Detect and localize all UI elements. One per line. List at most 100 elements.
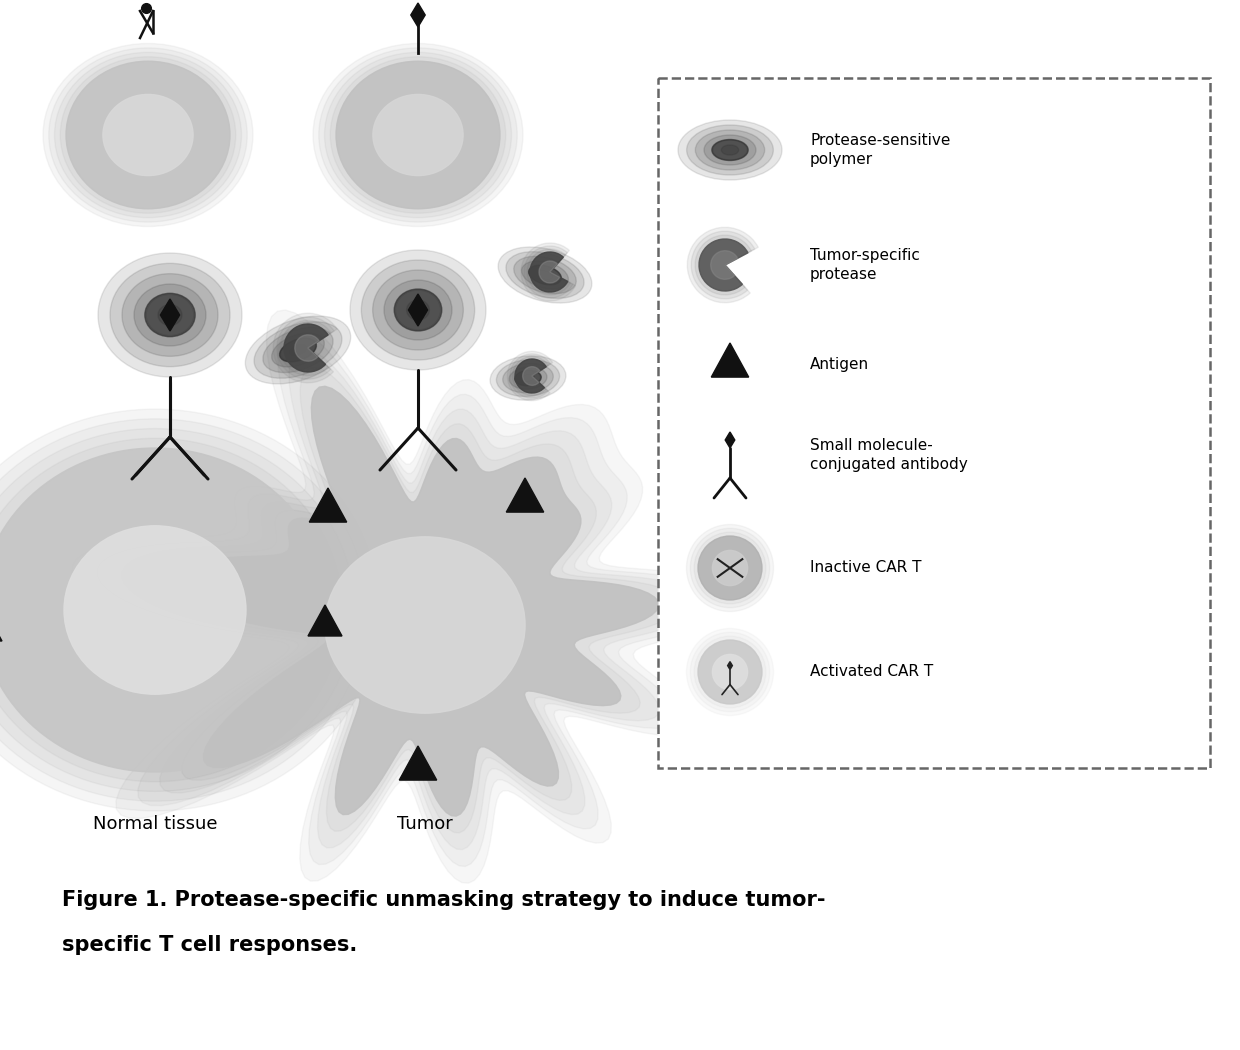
Text: Inactive CAR T: Inactive CAR T bbox=[810, 561, 921, 575]
Ellipse shape bbox=[396, 290, 440, 330]
Ellipse shape bbox=[696, 130, 765, 170]
Ellipse shape bbox=[691, 528, 770, 608]
Wedge shape bbox=[527, 249, 570, 295]
Ellipse shape bbox=[48, 48, 247, 223]
Wedge shape bbox=[699, 239, 748, 291]
Ellipse shape bbox=[407, 300, 429, 320]
Ellipse shape bbox=[373, 94, 463, 175]
Text: Normal tissue: Normal tissue bbox=[93, 815, 217, 833]
Ellipse shape bbox=[0, 448, 330, 772]
Ellipse shape bbox=[537, 270, 553, 279]
Ellipse shape bbox=[146, 294, 193, 336]
Polygon shape bbox=[309, 488, 347, 522]
Ellipse shape bbox=[694, 636, 766, 708]
Ellipse shape bbox=[64, 526, 246, 694]
Ellipse shape bbox=[496, 359, 559, 397]
Text: Figure 1. Protease-specific unmasking strategy to induce tumor-: Figure 1. Protease-specific unmasking st… bbox=[62, 890, 826, 910]
Polygon shape bbox=[122, 349, 706, 849]
Ellipse shape bbox=[336, 61, 500, 209]
Ellipse shape bbox=[103, 94, 193, 175]
Polygon shape bbox=[160, 299, 180, 331]
Polygon shape bbox=[399, 746, 436, 780]
Wedge shape bbox=[295, 335, 319, 361]
Ellipse shape bbox=[246, 316, 351, 384]
Polygon shape bbox=[72, 310, 751, 883]
Wedge shape bbox=[507, 352, 553, 401]
Ellipse shape bbox=[66, 61, 229, 209]
Text: Antigen: Antigen bbox=[810, 357, 869, 373]
Ellipse shape bbox=[325, 537, 525, 713]
Ellipse shape bbox=[361, 260, 475, 360]
Wedge shape bbox=[522, 366, 539, 385]
Ellipse shape bbox=[0, 438, 342, 781]
Ellipse shape bbox=[110, 264, 229, 366]
Wedge shape bbox=[510, 354, 551, 398]
Polygon shape bbox=[712, 343, 749, 377]
FancyBboxPatch shape bbox=[658, 78, 1210, 768]
Text: Small molecule-
conjugated antibody: Small molecule- conjugated antibody bbox=[810, 438, 967, 472]
Ellipse shape bbox=[0, 410, 379, 811]
Ellipse shape bbox=[713, 654, 748, 690]
Wedge shape bbox=[515, 359, 547, 393]
Polygon shape bbox=[308, 605, 342, 636]
Text: Tumor-specific
protease: Tumor-specific protease bbox=[810, 248, 920, 282]
Ellipse shape bbox=[691, 632, 770, 712]
Ellipse shape bbox=[279, 338, 316, 362]
Ellipse shape bbox=[0, 428, 355, 792]
Ellipse shape bbox=[713, 550, 748, 586]
Ellipse shape bbox=[263, 328, 334, 373]
Wedge shape bbox=[691, 231, 755, 299]
Ellipse shape bbox=[325, 52, 511, 217]
Ellipse shape bbox=[272, 333, 325, 366]
Ellipse shape bbox=[694, 532, 766, 604]
Ellipse shape bbox=[43, 43, 253, 227]
Polygon shape bbox=[728, 662, 733, 670]
Ellipse shape bbox=[394, 289, 441, 331]
Ellipse shape bbox=[713, 140, 748, 160]
Ellipse shape bbox=[506, 252, 584, 298]
Ellipse shape bbox=[330, 57, 506, 213]
Wedge shape bbox=[525, 246, 573, 298]
Ellipse shape bbox=[687, 525, 774, 611]
Ellipse shape bbox=[722, 145, 739, 155]
Ellipse shape bbox=[122, 274, 218, 356]
Ellipse shape bbox=[55, 52, 242, 217]
Ellipse shape bbox=[350, 250, 486, 370]
Ellipse shape bbox=[687, 125, 774, 175]
Ellipse shape bbox=[98, 253, 242, 377]
Ellipse shape bbox=[678, 120, 782, 180]
Wedge shape bbox=[687, 227, 759, 302]
Wedge shape bbox=[280, 320, 331, 376]
Text: Activated CAR T: Activated CAR T bbox=[810, 665, 934, 679]
Ellipse shape bbox=[513, 256, 577, 294]
Polygon shape bbox=[97, 329, 728, 866]
Wedge shape bbox=[284, 324, 329, 372]
Wedge shape bbox=[539, 261, 559, 284]
Ellipse shape bbox=[529, 266, 560, 285]
Ellipse shape bbox=[145, 293, 195, 337]
Polygon shape bbox=[506, 478, 543, 512]
Ellipse shape bbox=[698, 536, 763, 600]
Polygon shape bbox=[410, 3, 425, 27]
Ellipse shape bbox=[490, 356, 565, 400]
Ellipse shape bbox=[522, 374, 534, 382]
Ellipse shape bbox=[157, 304, 182, 326]
Ellipse shape bbox=[698, 640, 763, 704]
Ellipse shape bbox=[373, 270, 464, 350]
Ellipse shape bbox=[280, 339, 315, 361]
Text: specific T cell responses.: specific T cell responses. bbox=[62, 934, 357, 956]
Ellipse shape bbox=[704, 135, 756, 165]
Ellipse shape bbox=[516, 371, 541, 385]
Ellipse shape bbox=[289, 344, 306, 356]
Polygon shape bbox=[172, 386, 658, 816]
Ellipse shape bbox=[528, 266, 562, 285]
Ellipse shape bbox=[522, 261, 568, 289]
Text: Tumor: Tumor bbox=[397, 815, 453, 833]
Ellipse shape bbox=[515, 371, 542, 385]
Ellipse shape bbox=[687, 629, 774, 715]
Wedge shape bbox=[521, 243, 575, 301]
Wedge shape bbox=[277, 317, 334, 379]
Ellipse shape bbox=[498, 247, 591, 303]
Text: Protease-sensitive
polymer: Protease-sensitive polymer bbox=[810, 132, 950, 167]
Polygon shape bbox=[0, 610, 2, 640]
